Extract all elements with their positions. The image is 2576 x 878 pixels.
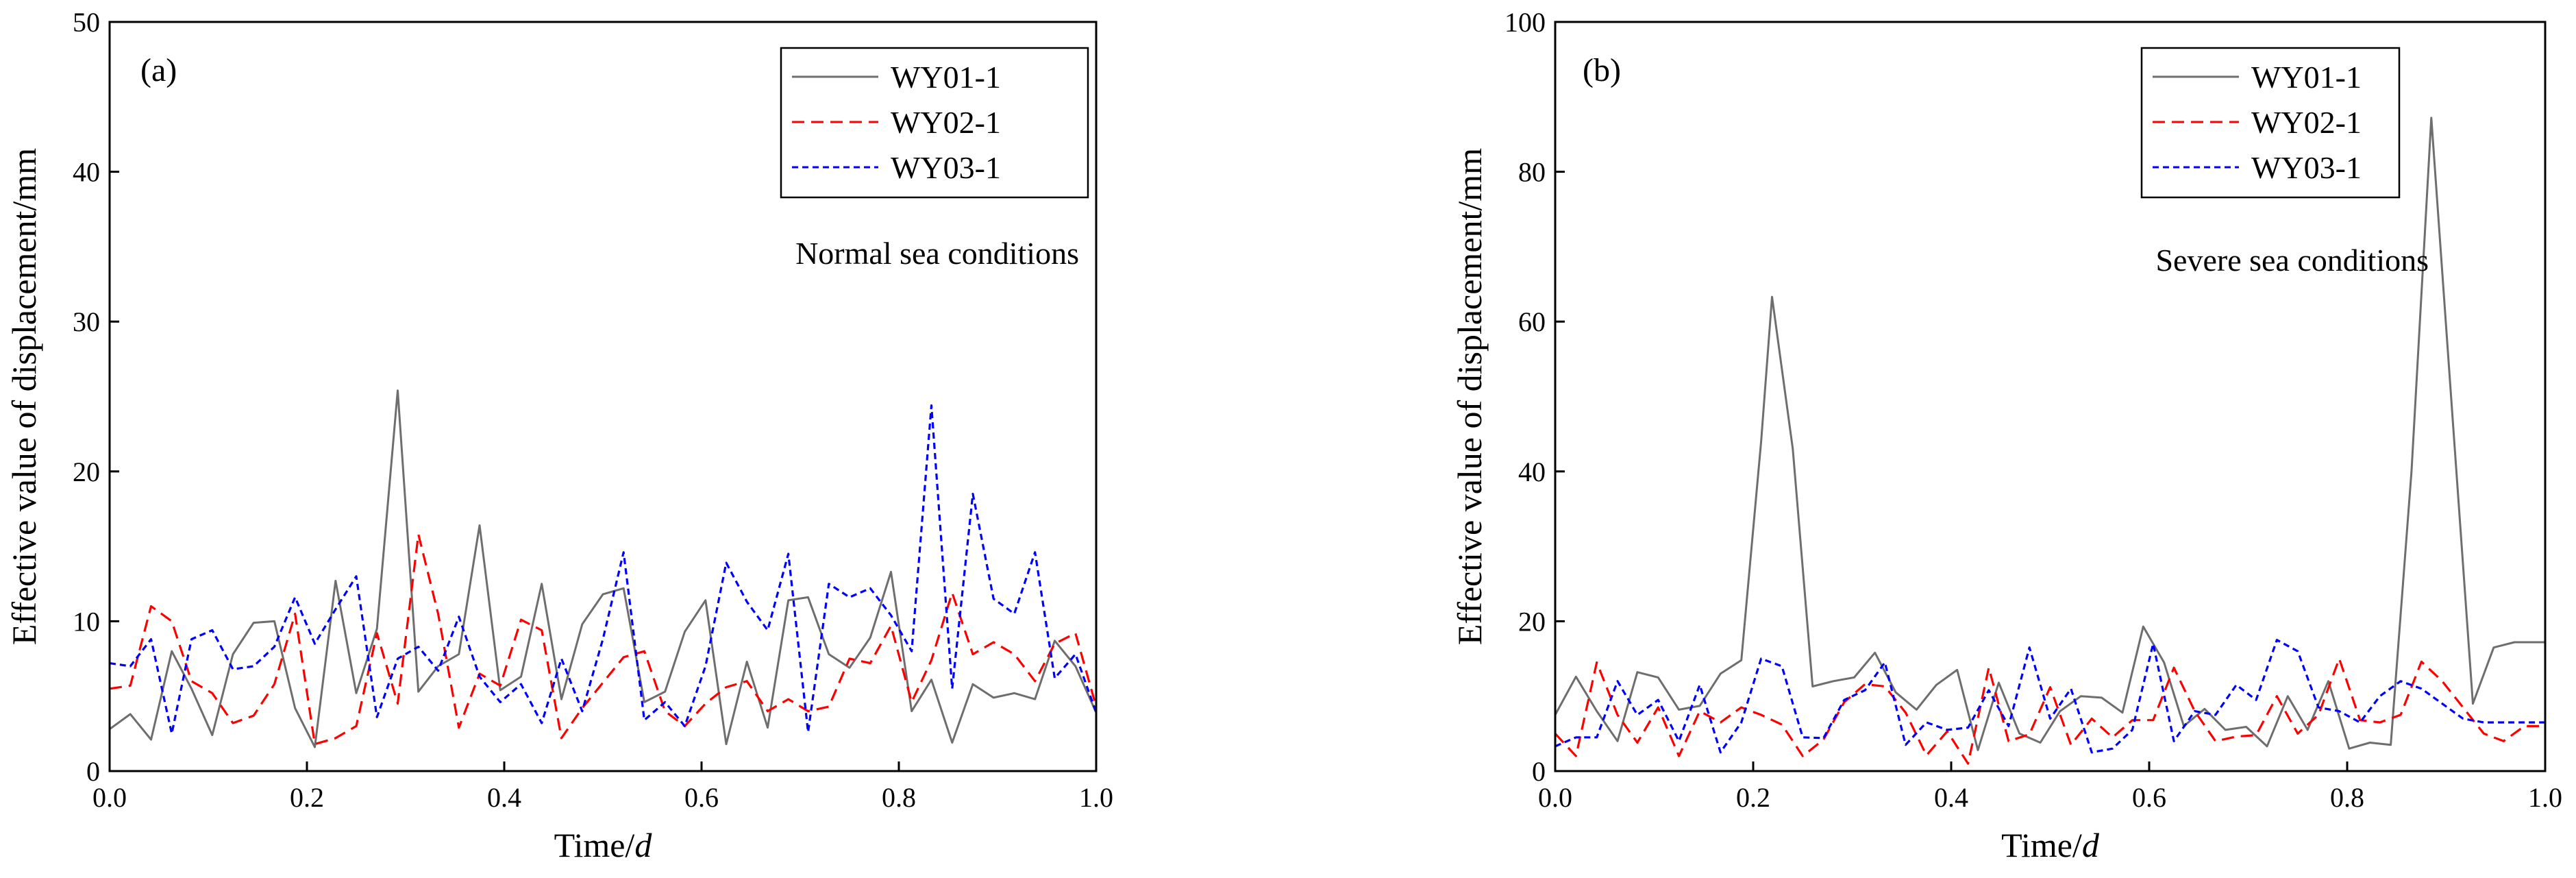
y-tick-label: 40	[1518, 456, 1546, 487]
legend-label-wy02-1: WY02-1	[2251, 105, 2362, 140]
legend-label-wy01-1: WY01-1	[891, 60, 1001, 95]
panel-label-a: (a)	[140, 52, 177, 88]
legend-a: WY01-1 WY02-1 WY03-1	[781, 48, 1088, 197]
y-tick-label: 20	[73, 456, 100, 487]
series-a	[110, 391, 1096, 747]
figure: 0.0 0.2 0.4 0.6 0.8 1.001020304050 (a) Normal…	[0, 0, 2576, 878]
series-line-wy01-1	[110, 391, 1096, 747]
y-tick-label: 100	[1504, 7, 1546, 38]
annotation-severe-sea: Severe sea conditions	[2155, 243, 2429, 278]
y-tick-label: 0	[1532, 756, 1546, 787]
legend-label-wy03-1: WY03-1	[891, 150, 1001, 185]
legend-label-wy02-1: WY02-1	[891, 105, 1001, 140]
x-tick-label: 1.0	[2528, 782, 2562, 813]
y-tick-label: 30	[73, 306, 100, 337]
annotation-normal-sea: Normal sea conditions	[795, 236, 1079, 271]
x-tick-label: 0.8	[882, 782, 916, 813]
y-tick-label: 20	[1518, 606, 1546, 637]
y-tick-label: 80	[1518, 157, 1546, 188]
x-tick-label: 0.8	[2330, 782, 2364, 813]
x-tick-label: 1.0	[1079, 782, 1113, 813]
y-axis-title-b: Effective value of displacement/mm	[1450, 148, 1489, 645]
y-tick-label: 10	[73, 606, 100, 637]
x-axis-title-b: Time/d	[2001, 826, 2100, 864]
y-tick-label: 0	[86, 756, 100, 787]
legend-label-wy03-1: WY03-1	[2251, 150, 2362, 185]
x-tick-label: 0.2	[1736, 782, 1770, 813]
y-axis-title-a: Effective value of displacement/mm	[5, 148, 43, 645]
y-tick-label: 60	[1518, 306, 1546, 337]
x-tick-label: 0.2	[290, 782, 324, 813]
x-tick-label: 0.4	[487, 782, 521, 813]
legend-label-wy01-1: WY01-1	[2251, 60, 2362, 95]
panel-label-b: (b)	[1583, 52, 1621, 88]
x-tick-label: 0.4	[1934, 782, 1968, 813]
x-tick-label: 0.6	[2132, 782, 2166, 813]
y-tick-label: 50	[73, 7, 100, 38]
x-axis-title-a: Time/d	[554, 826, 653, 864]
x-tick-label: 0.6	[684, 782, 719, 813]
series-line-wy01-1	[1555, 118, 2545, 751]
legend-b: WY01-1 WY02-1 WY03-1	[2142, 48, 2399, 197]
y-tick-label: 40	[73, 157, 100, 188]
series-b	[1555, 118, 2545, 764]
